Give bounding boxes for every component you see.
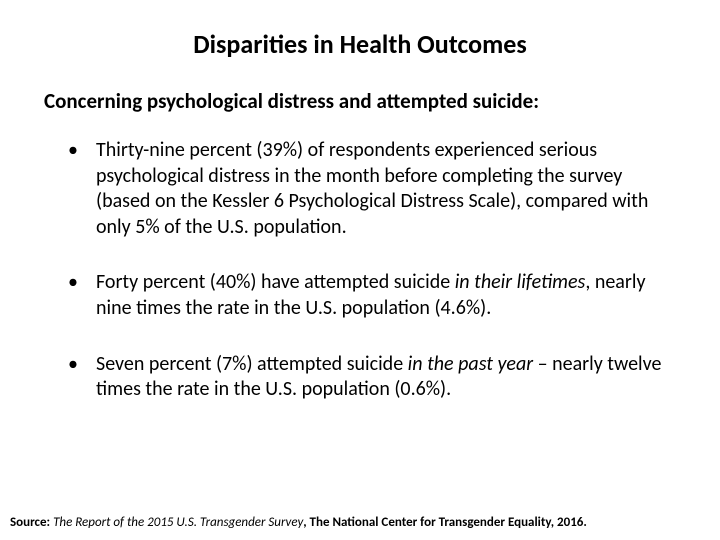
source-label: Source: xyxy=(10,515,53,530)
slide-title: Disparities in Health Outcomes xyxy=(40,28,680,60)
slide-subtitle: Concerning psychological distress and at… xyxy=(44,88,680,114)
source-citation: The Report of the 2015 U.S. Transgender … xyxy=(53,515,303,530)
list-item: Thirty-nine percent (39%) of respondents… xyxy=(68,138,670,240)
source-line: Source: The Report of the 2015 U.S. Tran… xyxy=(10,515,710,530)
list-item: Seven percent (7%) attempted suicide in … xyxy=(68,352,670,403)
bullet-text-emph: in their lifetimes xyxy=(455,270,586,294)
bullet-list: Thirty-nine percent (39%) of respondents… xyxy=(68,138,670,403)
source-tail: , The National Center for Transgender Eq… xyxy=(303,515,587,530)
slide: Disparities in Health Outcomes Concernin… xyxy=(0,0,720,540)
list-item: Forty percent (40%) have attempted suici… xyxy=(68,270,670,321)
bullet-text: Thirty-nine percent (39%) of respondents… xyxy=(96,138,648,239)
bullet-text-pre: Forty percent (40%) have attempted suici… xyxy=(96,270,455,294)
bullet-text-pre: Seven percent (7%) attempted suicide xyxy=(96,352,408,376)
bullet-text-emph: in the past year xyxy=(408,352,533,376)
